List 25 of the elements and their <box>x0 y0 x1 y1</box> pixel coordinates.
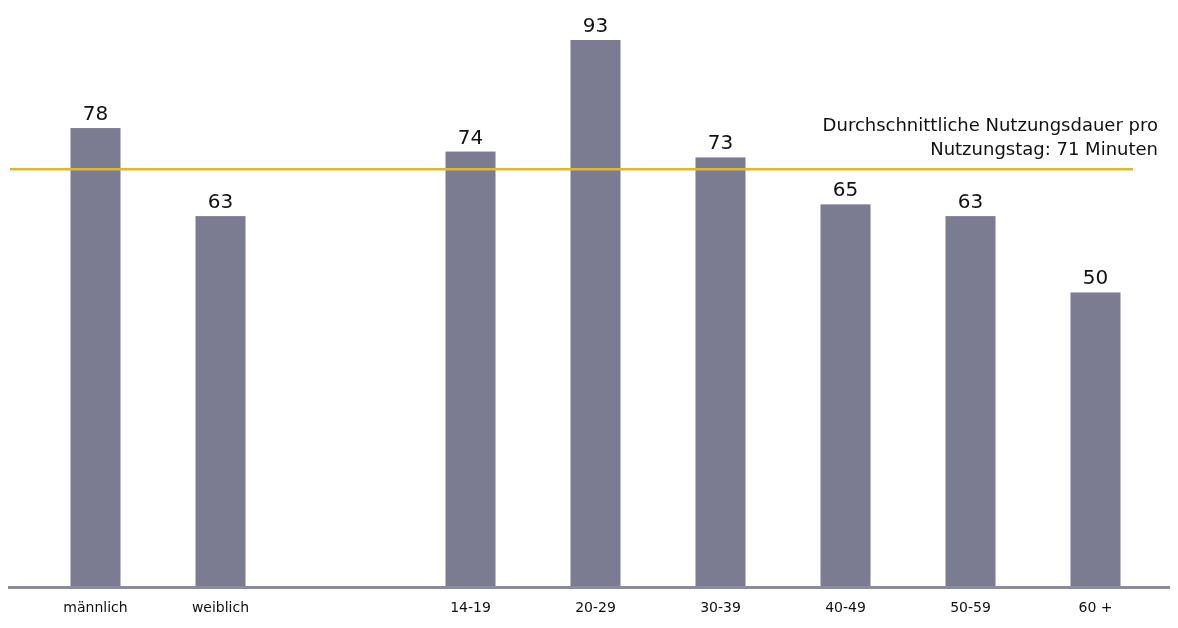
x-tick-label: 60 + <box>1078 599 1113 615</box>
x-tick-label: 40-49 <box>825 599 866 615</box>
x-tick-label: männlich <box>63 599 128 615</box>
data-label: 73 <box>707 130 734 155</box>
x-tick-label: weiblich <box>191 599 250 615</box>
bar <box>820 204 871 586</box>
data-label: 93 <box>582 13 609 37</box>
bar <box>695 157 746 586</box>
bar <box>445 151 496 586</box>
bar <box>1070 292 1121 586</box>
bar <box>70 128 121 586</box>
data-label: 74 <box>457 124 484 149</box>
x-tick-label: 14-19 <box>450 599 491 615</box>
x-tick-label: 30-39 <box>700 599 741 615</box>
data-label: 78 <box>82 101 109 126</box>
data-label: 65 <box>832 177 859 202</box>
x-tick-label: 20-29 <box>575 599 616 615</box>
data-label: 63 <box>207 189 234 214</box>
bar <box>195 216 246 586</box>
x-tick-label: 50-59 <box>950 599 991 615</box>
data-label: 50 <box>1082 265 1109 290</box>
ref-line-label: Durchschnittliche Nutzungsdauer pro Nutzungstag: 71 Minuten <box>821 113 1158 162</box>
bar <box>570 40 621 586</box>
data-label: 63 <box>957 189 984 214</box>
bar <box>945 216 996 586</box>
